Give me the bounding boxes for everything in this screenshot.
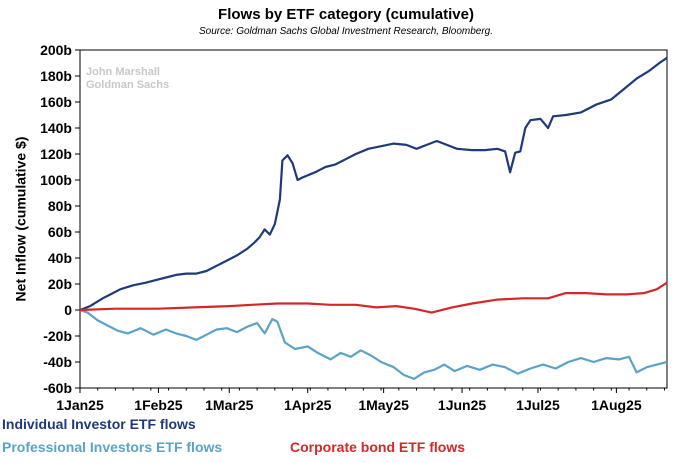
x-tick-label: 1Mar25 bbox=[205, 397, 253, 413]
series-corporate-bond bbox=[79, 281, 668, 314]
x-tick-label: 1Jun25 bbox=[438, 397, 486, 413]
y-tick-label: 180b bbox=[40, 68, 72, 84]
y-tick-label: 200b bbox=[40, 42, 72, 58]
legend-individual-investor: Individual Investor ETF flows bbox=[2, 416, 196, 432]
watermark-line-1: John Marshall bbox=[86, 66, 160, 78]
series-individual-investor bbox=[79, 56, 668, 312]
x-tick-label: 1Apr25 bbox=[284, 397, 332, 413]
legend: Individual Investor ETF flows Profession… bbox=[2, 416, 465, 455]
y-tick-label: -20b bbox=[43, 328, 72, 344]
y-axis: -60b -40b -20b 0 20b 40b 60b 80b 100b 120b 140b 160… bbox=[40, 42, 80, 396]
x-tick-label: 1Feb25 bbox=[134, 397, 182, 413]
plot-area bbox=[79, 49, 668, 389]
y-tick-label: 80b bbox=[48, 198, 72, 214]
legend-professional-investors: Professional Investors ETF flows bbox=[2, 439, 222, 455]
y-tick-label: -40b bbox=[43, 354, 72, 370]
y-tick-label: 60b bbox=[48, 224, 72, 240]
legend-corporate-bond: Corporate bond ETF flows bbox=[290, 439, 465, 455]
series-professional-investors bbox=[79, 308, 668, 380]
chart-title: Flows by ETF category (cumulative) bbox=[218, 6, 474, 23]
x-tick-label: 1Jul25 bbox=[516, 397, 560, 413]
y-tick-label: -60b bbox=[43, 380, 72, 396]
y-tick-label: 160b bbox=[40, 94, 72, 110]
x-tick-label: 1May25 bbox=[358, 397, 409, 413]
series-layer bbox=[79, 56, 668, 380]
x-tick-label: 1Aug25 bbox=[591, 397, 642, 413]
y-tick-label: 120b bbox=[40, 146, 72, 162]
y-tick-label: 0 bbox=[64, 302, 72, 318]
watermark-line-2: Goldman Sachs bbox=[86, 79, 169, 91]
y-tick-label: 100b bbox=[40, 172, 72, 188]
x-axis: 1Jan25 1Feb25 1Mar25 1Apr25 1May25 1Jun25 1Jul… bbox=[56, 388, 665, 413]
y-tick-label: 20b bbox=[48, 276, 72, 292]
x-tick-label: 1Jan25 bbox=[56, 397, 104, 413]
chart-subtitle: Source: Goldman Sachs Global Investment … bbox=[199, 26, 493, 37]
y-tick-label: 140b bbox=[40, 120, 72, 136]
y-tick-label: 40b bbox=[48, 250, 72, 266]
y-axis-title: Net Inflow (cumulative $) bbox=[13, 137, 29, 302]
